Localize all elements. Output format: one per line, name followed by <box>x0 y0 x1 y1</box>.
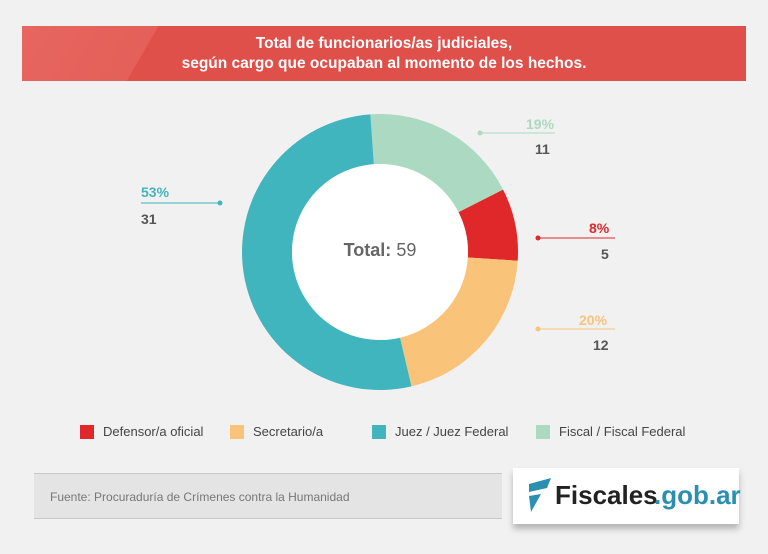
logo-f-icon <box>529 478 551 512</box>
logo-text-2: .gob.ar <box>654 480 741 510</box>
label-secretario-count: 12 <box>593 337 609 353</box>
leader-dot <box>535 235 541 241</box>
legend-item-secretario: Secretario/a <box>230 424 372 439</box>
fiscales-logo: Fiscales .gob.ar <box>513 468 741 524</box>
total-label: Total: <box>343 240 392 260</box>
legend-label: Defensor/a oficial <box>103 424 204 439</box>
legend-swatch <box>536 424 550 439</box>
label-fiscal-count: 11 <box>535 141 550 157</box>
slice-defensor <box>458 189 518 261</box>
legend-label: Fiscal / Fiscal Federal <box>559 424 686 439</box>
label-secretario-percent: 20% <box>579 312 608 328</box>
label-fiscal-percent: 19% <box>526 116 555 132</box>
title-line-2: según cargo que ocupaban al momento de l… <box>181 55 587 72</box>
legend: Defensor/a oficial Secretario/a Juez / J… <box>80 424 685 439</box>
source-note: Fuente: Procuraduría de Crímenes contra … <box>34 473 502 519</box>
legend-item-fiscal: Fiscal / Fiscal Federal <box>536 424 685 439</box>
legend-item-defensor: Defensor/a oficial <box>80 424 230 439</box>
title-line-1: Total de funcionarios/as judiciales, <box>255 35 513 52</box>
leader-dot <box>535 326 541 332</box>
label-juez-percent: 53% <box>141 184 170 200</box>
center-total: Total: 59 <box>280 240 480 261</box>
total-value: 59 <box>396 240 417 260</box>
legend-swatch <box>80 424 94 439</box>
legend-label: Juez / Juez Federal <box>395 424 509 439</box>
leader-dot <box>477 130 483 136</box>
legend-item-juez: Juez / Juez Federal <box>372 424 536 439</box>
label-defensor-count: 5 <box>601 246 609 262</box>
legend-label: Secretario/a <box>253 424 324 439</box>
slice-juez <box>242 114 412 391</box>
leader-dot <box>217 200 223 206</box>
donut-hole <box>292 164 468 340</box>
legend-swatch <box>230 424 244 439</box>
label-defensor-percent: 8% <box>589 220 610 236</box>
legend-swatch <box>372 424 386 439</box>
logo-text-1: Fiscales <box>555 480 658 510</box>
chart-title: Total de funcionarios/as judiciales, seg… <box>22 26 746 81</box>
slice-fiscal <box>370 114 504 213</box>
label-juez-count: 31 <box>141 211 157 227</box>
slice-secretario <box>400 257 518 387</box>
